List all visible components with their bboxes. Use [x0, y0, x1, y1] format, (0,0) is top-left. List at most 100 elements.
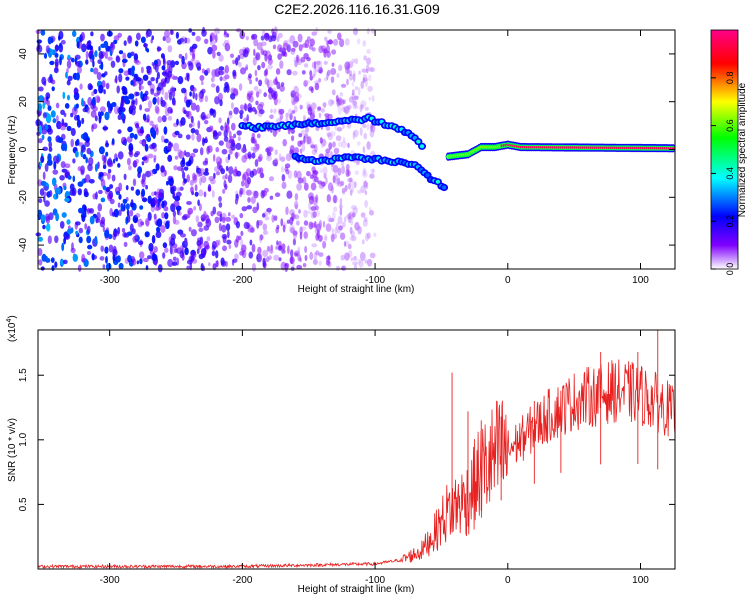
noise-speck: [71, 242, 74, 251]
noise-speck: [153, 92, 159, 97]
noise-speck: [216, 171, 220, 176]
noise-speck: [255, 100, 259, 106]
noise-speck: [367, 258, 373, 267]
noise-speck: [261, 61, 266, 69]
noise-speck: [146, 66, 152, 76]
noise-speck: [337, 32, 342, 41]
noise-speck: [362, 219, 368, 227]
noise-speck: [363, 55, 367, 61]
noise-speck: [112, 232, 117, 241]
noise-speck: [80, 31, 86, 41]
noise-speck: [210, 83, 216, 88]
noise-speck: [98, 46, 101, 52]
noise-speck: [269, 114, 274, 120]
noise-speck: [173, 165, 178, 171]
noise-speck: [52, 169, 59, 175]
noise-speck: [53, 161, 57, 170]
noise-speck: [192, 43, 198, 49]
noise-speck: [357, 87, 361, 96]
noise-speck: [257, 246, 262, 255]
noise-speck: [344, 252, 350, 261]
noise-speck: [89, 45, 93, 50]
noise-speck: [277, 32, 283, 39]
noise-speck: [180, 117, 186, 126]
noise-speck: [280, 156, 286, 162]
noise-speck: [281, 174, 286, 182]
noise-speck: [327, 132, 333, 141]
noise-speck: [59, 56, 62, 66]
noise-speck: [327, 214, 332, 223]
noise-speck: [107, 157, 112, 166]
noise-speck: [237, 136, 241, 142]
noise-speck: [351, 185, 354, 193]
noise-speck: [121, 111, 124, 119]
noise-speck: [142, 257, 149, 263]
noise-speck: [252, 263, 256, 272]
noise-speck: [252, 56, 257, 66]
noise-speck: [305, 101, 311, 107]
noise-speck: [230, 53, 234, 59]
noise-speck: [98, 115, 102, 124]
noise-speck: [241, 147, 246, 153]
noise-speck: [256, 42, 263, 51]
y-tick-label: 20: [18, 96, 29, 108]
noise-speck: [344, 106, 349, 115]
noise-speck: [190, 229, 197, 237]
noise-speck: [150, 77, 155, 82]
noise-speck: [296, 183, 302, 191]
noise-speck: [262, 249, 269, 258]
noise-speck: [268, 146, 274, 152]
noise-speck: [64, 163, 71, 169]
noise-speck: [247, 151, 252, 159]
noise-speck: [59, 221, 65, 229]
noise-speck: [96, 72, 102, 81]
noise-speck: [91, 253, 95, 261]
noise-speck: [161, 212, 166, 219]
noise-speck: [230, 102, 234, 109]
noise-speck: [145, 170, 152, 178]
noise-speck: [38, 198, 43, 204]
noise-speck: [52, 118, 57, 124]
noise-speck: [255, 143, 260, 150]
noise-speck: [93, 67, 99, 75]
noise-speck: [356, 258, 361, 265]
noise-speck: [354, 182, 358, 187]
noise-speck: [241, 244, 247, 253]
noise-speck: [225, 140, 232, 149]
noise-speck: [333, 147, 340, 155]
noise-speck: [263, 92, 268, 98]
noise-speck: [41, 134, 45, 140]
noise-speck: [223, 129, 228, 138]
noise-speck: [188, 159, 192, 167]
noise-speck: [297, 254, 302, 262]
noise-speck: [231, 214, 236, 219]
noise-speck: [172, 210, 177, 217]
noise-speck: [47, 36, 52, 45]
noise-speck: [39, 162, 43, 167]
noise-speck: [223, 30, 227, 35]
noise-speck: [214, 27, 220, 35]
noise-speck: [104, 50, 109, 59]
noise-speck: [201, 68, 205, 74]
noise-speck: [200, 263, 204, 271]
noise-speck: [318, 78, 322, 83]
noise-speck: [335, 135, 342, 142]
noise-speck: [60, 109, 65, 116]
noise-speck: [359, 104, 363, 113]
noise-speck: [157, 116, 163, 123]
noise-speck: [135, 77, 142, 82]
noise-speck: [267, 64, 273, 70]
noise-speck: [265, 68, 269, 76]
noise-speck: [338, 225, 343, 231]
noise-speck: [174, 248, 178, 253]
noise-speck: [193, 206, 197, 211]
noise-speck: [352, 70, 356, 77]
noise-speck: [91, 54, 95, 61]
noise-speck: [42, 224, 46, 230]
noise-speck: [76, 119, 82, 128]
noise-speck: [350, 150, 355, 155]
noise-speck: [54, 61, 59, 71]
noise-speck: [278, 257, 282, 262]
noise-speck: [195, 215, 200, 223]
noise-speck: [139, 104, 143, 111]
